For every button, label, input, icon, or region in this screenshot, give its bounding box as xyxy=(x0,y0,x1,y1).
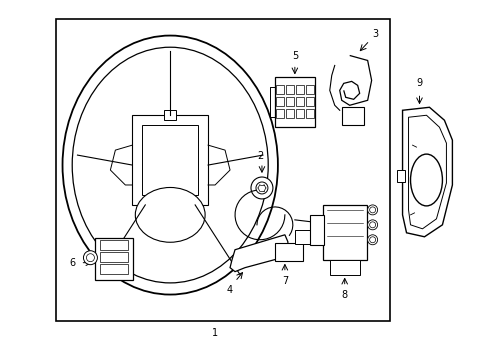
Text: 8: 8 xyxy=(341,289,347,300)
Text: 1: 1 xyxy=(212,328,218,338)
Bar xyxy=(142,125,198,195)
Bar xyxy=(164,110,176,120)
Circle shape xyxy=(369,237,375,243)
Ellipse shape xyxy=(72,47,267,283)
Bar xyxy=(295,85,303,94)
Bar xyxy=(100,264,128,274)
Text: 6: 6 xyxy=(69,258,76,268)
Circle shape xyxy=(369,207,375,213)
Ellipse shape xyxy=(62,36,277,294)
Bar xyxy=(56,19,389,321)
Text: 5: 5 xyxy=(291,51,297,62)
Bar xyxy=(285,97,293,106)
Bar xyxy=(322,205,366,260)
Ellipse shape xyxy=(410,154,442,206)
Bar xyxy=(305,85,313,94)
Text: 3: 3 xyxy=(372,28,378,39)
Circle shape xyxy=(367,235,377,245)
Bar xyxy=(294,230,312,244)
Polygon shape xyxy=(402,107,451,237)
Text: 7: 7 xyxy=(281,276,287,285)
Ellipse shape xyxy=(135,188,204,242)
Bar xyxy=(309,215,323,245)
Bar xyxy=(274,77,314,127)
Circle shape xyxy=(83,251,97,265)
Text: 4: 4 xyxy=(226,284,233,294)
Bar xyxy=(100,240,128,250)
Bar xyxy=(305,109,313,118)
Bar xyxy=(275,85,284,94)
Bar xyxy=(285,85,293,94)
Circle shape xyxy=(255,182,267,194)
Text: 2: 2 xyxy=(256,151,263,161)
Bar xyxy=(132,115,208,205)
Bar xyxy=(275,109,284,118)
Circle shape xyxy=(367,220,377,230)
Bar xyxy=(396,170,404,182)
Bar xyxy=(274,243,302,261)
Bar xyxy=(305,97,313,106)
Bar xyxy=(285,109,293,118)
Bar xyxy=(295,109,303,118)
Circle shape xyxy=(250,177,272,199)
Bar xyxy=(100,252,128,262)
Circle shape xyxy=(369,222,375,228)
Polygon shape xyxy=(229,235,287,272)
Bar xyxy=(341,107,363,125)
Bar xyxy=(275,97,284,106)
Bar xyxy=(295,97,303,106)
Circle shape xyxy=(367,205,377,215)
Text: 9: 9 xyxy=(416,78,422,88)
Circle shape xyxy=(86,254,94,262)
Bar xyxy=(329,260,359,275)
Bar xyxy=(95,238,133,280)
